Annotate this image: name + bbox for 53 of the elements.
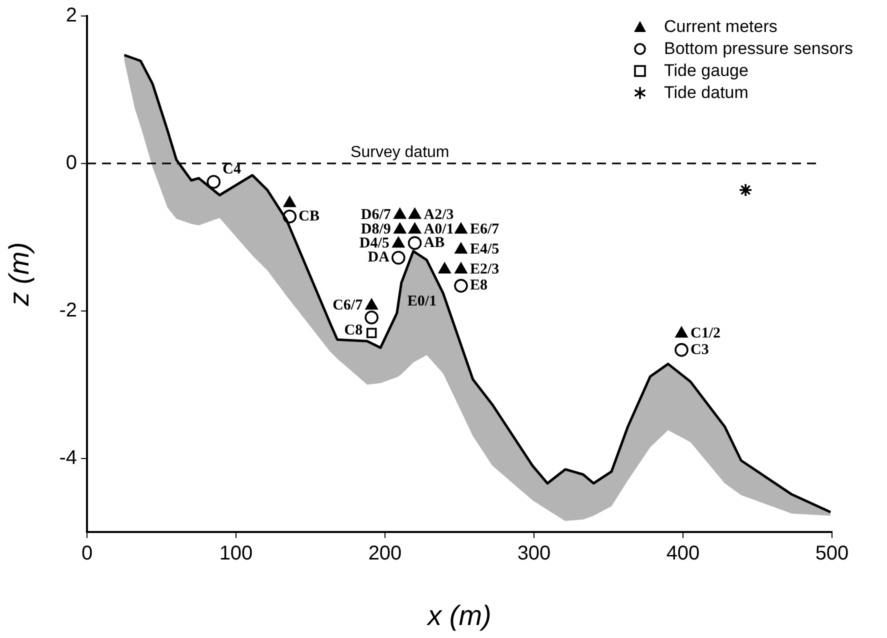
point — [454, 278, 468, 293]
legend-label: Bottom pressure sensors — [664, 39, 853, 59]
annotation: C8 — [344, 322, 363, 338]
point — [284, 196, 296, 208]
annotation: D6/7 — [360, 206, 392, 223]
legend-label: Tide gauge — [664, 61, 748, 81]
y-tick-label: 2 — [66, 4, 77, 27]
annotation: A2/3 — [424, 206, 454, 223]
annotation: DA — [368, 250, 390, 266]
point — [392, 236, 405, 248]
y-tick-label: 0 — [66, 152, 77, 174]
annotation: E8 — [470, 278, 488, 294]
point — [454, 262, 468, 274]
annotation: C4 — [222, 162, 242, 178]
annotation: E6/7 — [470, 222, 500, 238]
ref-line-label: Survey datum — [350, 144, 450, 161]
annotation: C1/2 — [690, 326, 721, 342]
x-tick-label: 100 — [219, 542, 253, 565]
point — [675, 326, 688, 338]
point — [365, 298, 378, 310]
y-tick-label: -2 — [59, 299, 77, 322]
x-tick-label: 500 — [815, 542, 849, 565]
legend-label: Tide datum — [664, 83, 748, 103]
point — [394, 222, 406, 234]
x-tick-label: 200 — [368, 542, 402, 565]
annotation: D8/9 — [360, 222, 391, 238]
point — [408, 222, 421, 234]
point — [408, 236, 422, 250]
y-tick-label: -4 — [59, 446, 77, 469]
point — [364, 310, 378, 324]
x-tick-label: 400 — [666, 542, 700, 565]
point — [674, 343, 688, 357]
point — [392, 250, 406, 265]
y-axis-title: z (m) — [4, 242, 35, 307]
point — [438, 262, 451, 274]
point — [366, 328, 377, 338]
point — [738, 183, 752, 197]
point — [206, 174, 221, 189]
annotation: D4/5 — [359, 236, 390, 252]
point — [408, 208, 421, 219]
annotation: E0/1 — [407, 293, 437, 310]
annotation: E2/3 — [470, 261, 500, 278]
point — [454, 222, 468, 234]
annotation: CB — [298, 208, 320, 224]
point — [454, 242, 468, 254]
annotation: C3 — [690, 342, 709, 358]
annotation: E4/5 — [470, 242, 500, 258]
x-axis-title: x (m) — [426, 600, 492, 631]
x-tick-label: 300 — [517, 542, 551, 565]
legend-label: Current meters — [664, 17, 778, 37]
point — [394, 208, 406, 219]
x-tick-label: 0 — [81, 542, 93, 565]
annotation: C6/7 — [332, 298, 364, 314]
